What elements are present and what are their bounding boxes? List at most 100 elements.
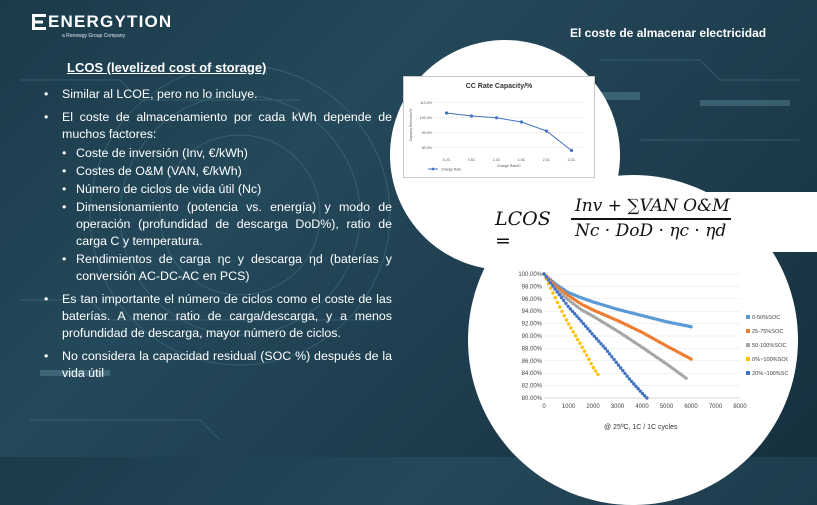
data-point — [583, 324, 588, 328]
heading-label: LCOS (levelized cost of storage) — [67, 60, 267, 75]
data-point — [612, 357, 616, 362]
x-tick-label: 8000 — [733, 404, 747, 410]
logo-text: ENERGYTION — [48, 12, 173, 31]
data-point — [591, 365, 596, 370]
data-point — [684, 376, 688, 380]
y-tick-label: 90.00% — [522, 334, 543, 340]
data-point — [634, 384, 638, 389]
bullet-item: Es tan importante el número de ciclos co… — [42, 291, 392, 342]
data-point — [542, 272, 546, 276]
data-point — [599, 341, 603, 346]
sub-bullet-list: Coste de inversión (Inv, €/kWh) Costes d… — [62, 145, 392, 285]
bullet-text: El coste de almacenamiento por cada kWh … — [62, 110, 392, 141]
data-point — [636, 387, 640, 391]
data-point — [584, 353, 589, 357]
data-point — [629, 379, 634, 384]
data-point — [555, 300, 560, 305]
sub-bullet-item: Coste de inversión (Inv, €/kWh) — [62, 145, 392, 162]
data-point — [594, 337, 599, 341]
y-tick-label: 98.00% — [522, 284, 543, 290]
sub-bullet-item: Dimensionamiento (potencia vs. energía) … — [62, 199, 392, 250]
bullet-item: No considera la capacidad residual (SOC … — [42, 348, 392, 382]
legend-marker — [431, 167, 435, 171]
series-line — [446, 112, 572, 151]
x-tick-label: 4000 — [635, 404, 649, 410]
data-point — [618, 366, 623, 370]
data-point — [562, 313, 566, 318]
x-tick-label: 0.2C — [443, 158, 451, 162]
cycle-life-chart-svg: 80.00% 82.00% 84.00% 86.00% 88.00% 90.00% 92.0… — [518, 272, 793, 410]
data-point — [638, 389, 643, 393]
legend-swatch — [746, 357, 750, 361]
data-point — [627, 377, 632, 381]
data-point — [643, 394, 647, 398]
legend-swatch — [746, 343, 750, 347]
y-tick-label: 80.0% — [422, 146, 433, 150]
x-axis-label: Charge Rate/C — [497, 164, 521, 168]
data-point — [564, 318, 569, 322]
data-point — [610, 355, 614, 359]
data-point — [589, 361, 593, 366]
y-tick-label: 82.00% — [522, 384, 543, 390]
x-tick-label: 1000 — [562, 404, 576, 410]
sub-bullet-item: Rendimientos de carga ηc y descarga ηd (… — [62, 251, 392, 285]
data-point — [625, 374, 629, 378]
legend-label: 0%~100%SOC — [752, 357, 788, 363]
data-point — [689, 357, 693, 361]
data-point — [568, 307, 572, 311]
data-point — [587, 357, 591, 361]
bullet-content: Similar al LCOE, pero no lo incluye. El … — [42, 86, 392, 388]
data-point — [616, 363, 621, 367]
data-point — [593, 369, 598, 373]
data-point — [582, 349, 587, 353]
data-point — [614, 360, 618, 365]
legend-label: 20%~100%SOC — [752, 371, 788, 377]
data-point — [551, 284, 555, 288]
y-tick-label: 92.00% — [522, 322, 543, 328]
data-point — [564, 301, 568, 306]
data-point — [566, 304, 570, 309]
data-point — [544, 275, 548, 279]
cc-rate-chart: CC Rate Capacity/% 80.0% 90.0% 100.0% 110.0%… — [403, 76, 595, 178]
data-point — [607, 352, 612, 356]
data-point — [689, 325, 693, 329]
legend-swatch — [746, 371, 750, 375]
data-point — [640, 391, 645, 396]
x-tick-label: 1.0C — [493, 158, 501, 162]
data-point — [621, 368, 625, 373]
legend-label: 25-75%SOC — [752, 329, 783, 335]
chart-caption: @ 25ºC, 1C / 1C cycles — [604, 424, 678, 431]
data-point — [560, 309, 564, 314]
data-point — [549, 286, 553, 290]
data-point — [572, 312, 577, 316]
y-tick-label: 100.00% — [518, 272, 542, 278]
legend-swatch — [746, 315, 750, 319]
data-point — [578, 341, 582, 346]
data-point — [558, 305, 562, 309]
data-point — [597, 339, 601, 343]
data-point — [555, 290, 559, 294]
data-point — [592, 334, 597, 338]
data-point — [571, 330, 575, 334]
data-point — [562, 294, 566, 298]
data-point — [559, 295, 564, 300]
data-point — [544, 129, 549, 133]
data-point — [601, 344, 605, 348]
data-point — [580, 345, 584, 349]
data-point — [579, 319, 583, 323]
bullet-item: El coste de almacenamiento por cada kWh … — [42, 109, 392, 285]
data-point — [573, 334, 578, 338]
data-point — [586, 326, 590, 331]
logo-wordmark: ENERGYTION — [32, 12, 172, 32]
x-tick-label: 0.5C — [468, 158, 476, 162]
y-tick-label: 80.00% — [522, 396, 543, 402]
data-point — [581, 321, 586, 326]
formula-fraction-bar — [571, 218, 731, 220]
logo: ENERGYTION a Renewgy Group Company — [32, 12, 172, 39]
data-point — [623, 371, 627, 376]
data-point — [569, 326, 573, 330]
legend-swatch — [746, 329, 750, 333]
slide-title: El coste de almacenar electricidad — [570, 26, 767, 40]
x-tick-label: 7000 — [709, 404, 723, 410]
y-tick-label: 84.00% — [522, 371, 543, 377]
